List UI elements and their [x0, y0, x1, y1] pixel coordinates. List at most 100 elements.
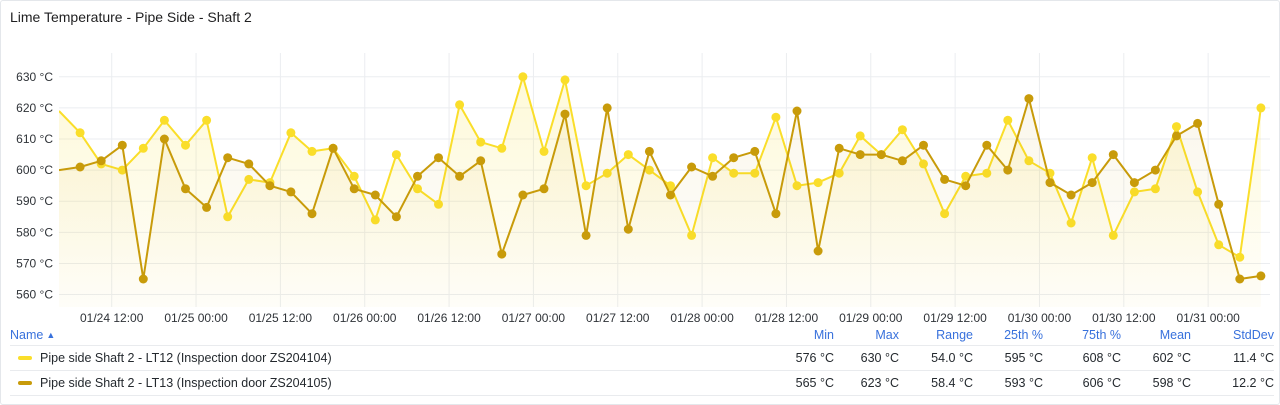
data-point[interactable]	[518, 72, 528, 82]
data-point[interactable]	[75, 128, 85, 138]
legend-header-min[interactable]: Min	[813, 328, 834, 342]
data-point[interactable]	[834, 143, 844, 153]
data-point[interactable]	[1003, 165, 1013, 175]
data-point[interactable]	[349, 171, 359, 181]
series-color-swatch[interactable]	[18, 381, 32, 385]
legend-series-name[interactable]: Pipe side Shaft 2 - LT12 (Inspection doo…	[10, 351, 794, 365]
data-point[interactable]	[581, 230, 591, 240]
data-point[interactable]	[771, 112, 781, 122]
data-point[interactable]	[539, 146, 549, 156]
data-point[interactable]	[202, 202, 212, 212]
data-point[interactable]	[560, 109, 570, 119]
data-point[interactable]	[961, 181, 971, 191]
legend-header-p75[interactable]: 75th %	[1082, 328, 1121, 342]
data-point[interactable]	[1193, 118, 1203, 128]
data-point[interactable]	[623, 150, 633, 160]
data-point[interactable]	[919, 140, 928, 150]
data-point[interactable]	[1087, 178, 1097, 188]
data-point[interactable]	[286, 128, 296, 138]
legend-header-max[interactable]: Max	[875, 328, 899, 342]
data-point[interactable]	[265, 181, 275, 191]
data-point[interactable]	[1235, 252, 1245, 262]
data-point[interactable]	[1003, 115, 1013, 125]
data-point[interactable]	[1045, 178, 1055, 188]
data-point[interactable]	[455, 171, 465, 181]
data-point[interactable]	[560, 75, 570, 85]
data-point[interactable]	[729, 153, 739, 163]
data-point[interactable]	[181, 140, 190, 150]
legend-header-range[interactable]: Range	[936, 328, 973, 342]
data-point[interactable]	[876, 150, 886, 160]
data-point[interactable]	[370, 190, 380, 200]
data-point[interactable]	[1129, 178, 1139, 188]
series-color-swatch[interactable]	[18, 356, 32, 360]
data-point[interactable]	[1235, 274, 1245, 284]
data-point[interactable]	[771, 209, 781, 219]
data-point[interactable]	[518, 190, 528, 200]
data-point[interactable]	[307, 146, 317, 156]
data-point[interactable]	[476, 156, 486, 166]
data-point[interactable]	[328, 143, 338, 153]
data-point[interactable]	[539, 184, 549, 194]
data-point[interactable]	[1172, 131, 1181, 141]
data-point[interactable]	[286, 187, 296, 197]
data-point[interactable]	[1024, 94, 1034, 104]
data-point[interactable]	[244, 159, 254, 169]
data-point[interactable]	[623, 224, 633, 234]
data-point[interactable]	[666, 181, 675, 191]
data-point[interactable]	[434, 153, 443, 163]
data-point[interactable]	[1150, 165, 1160, 175]
data-point[interactable]	[476, 137, 486, 147]
data-point[interactable]	[982, 140, 992, 150]
legend-header-std[interactable]: StdDev	[1233, 328, 1274, 342]
legend-header-mean[interactable]: Mean	[1159, 328, 1191, 342]
data-point[interactable]	[855, 150, 865, 160]
data-point[interactable]	[687, 162, 697, 172]
legend-header-p25[interactable]: 25th %	[1004, 328, 1043, 342]
data-point[interactable]	[813, 246, 823, 256]
data-point[interactable]	[455, 100, 465, 110]
data-point[interactable]	[897, 125, 907, 135]
data-point[interactable]	[708, 153, 718, 163]
data-point[interactable]	[349, 184, 359, 194]
data-point[interactable]	[602, 103, 612, 113]
data-point[interactable]	[391, 212, 401, 222]
data-point[interactable]	[181, 184, 190, 194]
legend-row[interactable]: Pipe side Shaft 2 - LT13 (Inspection doo…	[10, 371, 1274, 396]
data-point[interactable]	[940, 174, 950, 184]
data-point[interactable]	[96, 156, 106, 166]
data-point[interactable]	[1172, 122, 1181, 132]
data-point[interactable]	[792, 106, 802, 116]
data-point[interactable]	[855, 131, 865, 141]
data-point[interactable]	[813, 178, 823, 188]
panel-title[interactable]: Lime Temperature - Pipe Side - Shaft 2	[10, 9, 252, 25]
data-point[interactable]	[497, 249, 507, 259]
data-point[interactable]	[138, 143, 148, 153]
data-point[interactable]	[202, 115, 212, 125]
data-point[interactable]	[307, 209, 317, 219]
data-point[interactable]	[159, 134, 169, 144]
data-point[interactable]	[223, 153, 233, 163]
data-point[interactable]	[666, 190, 675, 200]
data-point[interactable]	[708, 171, 718, 181]
data-point[interactable]	[1256, 103, 1266, 113]
data-point[interactable]	[1256, 271, 1266, 281]
data-point[interactable]	[1066, 190, 1076, 200]
legend-row[interactable]: Pipe side Shaft 2 - LT12 (Inspection doo…	[10, 346, 1274, 371]
data-point[interactable]	[897, 156, 907, 166]
data-point[interactable]	[413, 171, 422, 181]
data-point[interactable]	[159, 115, 169, 125]
data-point[interactable]	[117, 140, 127, 150]
data-point[interactable]	[1108, 150, 1118, 160]
legend-header-name[interactable]: Name ▲	[10, 328, 794, 342]
data-point[interactable]	[961, 171, 971, 181]
data-point[interactable]	[1214, 199, 1224, 209]
data-point[interactable]	[581, 181, 591, 191]
data-point[interactable]	[750, 146, 760, 156]
data-point[interactable]	[391, 150, 401, 160]
data-point[interactable]	[644, 146, 654, 156]
data-point[interactable]	[75, 162, 85, 172]
data-point[interactable]	[497, 143, 507, 153]
data-point[interactable]	[138, 274, 148, 284]
legend-series-name[interactable]: Pipe side Shaft 2 - LT13 (Inspection doo…	[10, 376, 794, 390]
